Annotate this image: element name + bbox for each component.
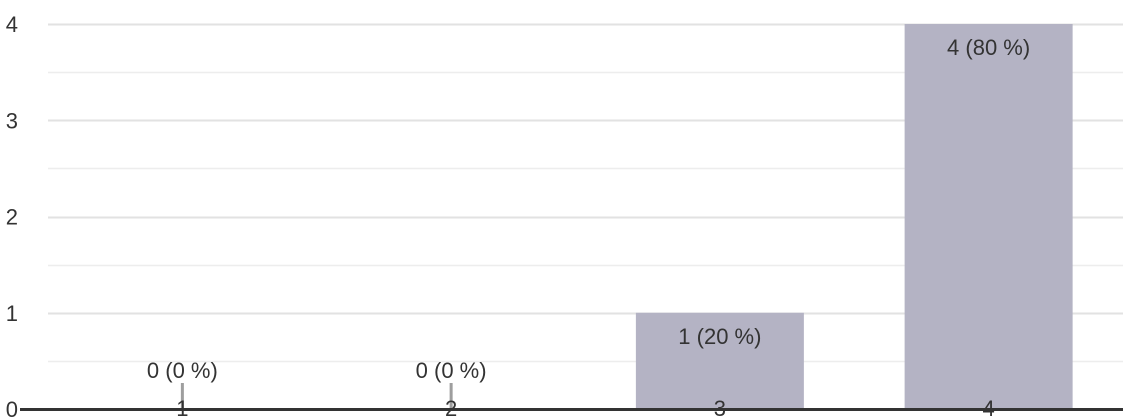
zero-value-marker [449, 383, 453, 409]
y-tick-label: 1 [6, 301, 18, 326]
axes: 0 1 2 3 4 1 2 3 4 [6, 12, 1123, 418]
y-tick-label: 3 [6, 108, 18, 133]
data-label: 0 (0 %) [147, 358, 218, 383]
x-tick-label: 4 [983, 396, 995, 418]
bar [635, 312, 804, 409]
data-label: 1 (20 %) [678, 324, 761, 349]
data-labels: 0 (0 %) 0 (0 %) 1 (20 %) 4 (80 %) [147, 35, 1030, 383]
y-tick-label: 0 [6, 397, 18, 418]
x-tick-label: 2 [445, 396, 457, 418]
data-label: 4 (80 %) [947, 35, 1030, 60]
x-tick-label: 3 [714, 396, 726, 418]
y-tick-label: 4 [6, 12, 18, 37]
zero-value-marker [180, 383, 184, 409]
data-label: 0 (0 %) [416, 358, 487, 383]
gridlines [48, 23, 1123, 363]
bars [180, 24, 1073, 409]
y-tick-label: 2 [6, 205, 18, 230]
bar [904, 24, 1073, 409]
x-tick-label: 1 [176, 396, 188, 418]
